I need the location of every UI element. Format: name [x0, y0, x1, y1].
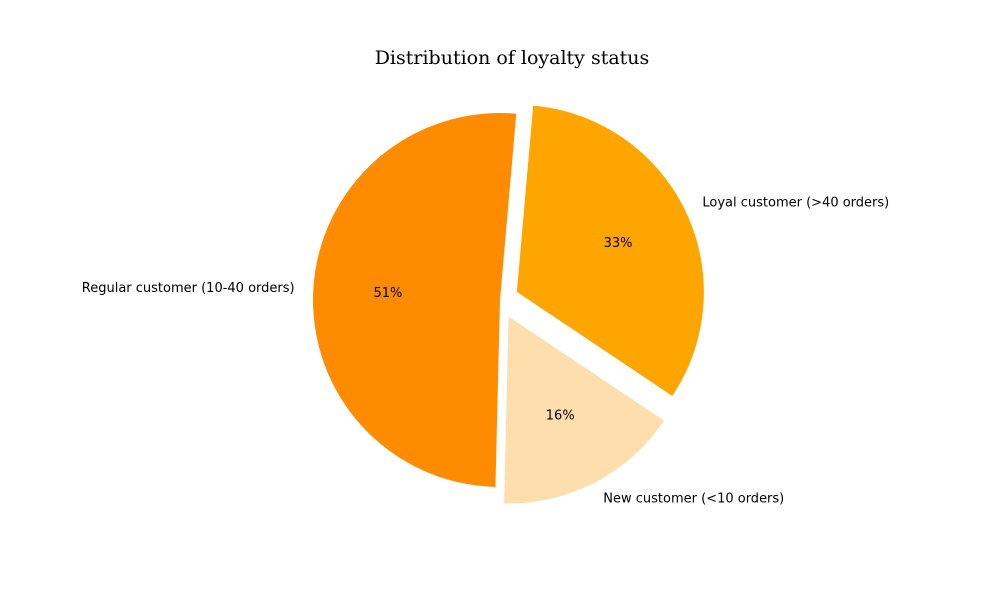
pct-label-new-customer-10-orders: 16% [546, 409, 575, 424]
pie-slice-regular-customer-10-40-orders [312, 113, 517, 487]
slice-label-new-customer-10-orders: New customer (<10 orders) [603, 492, 784, 507]
pie-slice-loyal-customer-40-orders [516, 105, 704, 396]
pct-label-regular-customer-10-40-orders: 51% [374, 286, 403, 301]
slice-label-regular-customer-10-40-orders: Regular customer (10-40 orders) [82, 281, 295, 296]
chart-title: Distribution of loyalty status [375, 47, 650, 69]
pie-labels: Loyal customer (>40 orders) 33% New custom… [82, 196, 889, 507]
slice-label-loyal-customer-40-orders: Loyal customer (>40 orders) [702, 196, 889, 211]
pie-slice-new-customer-10-orders [504, 316, 664, 504]
pct-label-loyal-customer-40-orders: 33% [604, 236, 633, 251]
pie-slices [312, 105, 704, 504]
